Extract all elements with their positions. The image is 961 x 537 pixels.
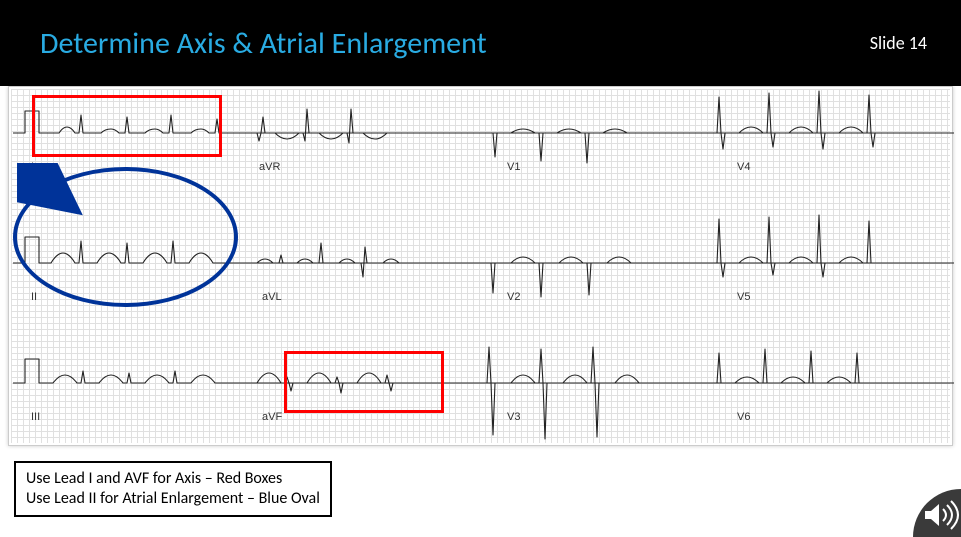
caption-line-1: Use Lead I and AVF for Axis – Red Boxes [26, 469, 320, 489]
slide-number: Slide 14 [870, 32, 927, 54]
caption-line-2: Use Lead II for Atrial Enlargement – Blu… [26, 489, 320, 509]
lead-label: V3 [507, 411, 520, 423]
ecg-panel: IaVRV1V4IIaVLV2V5IIIaVFV3V6 [8, 86, 953, 446]
lead-label: aVL [262, 291, 282, 303]
lead-label: V1 [507, 161, 520, 173]
red-box-avf [284, 351, 444, 413]
lead-label: III [31, 411, 40, 423]
lead-label: V4 [737, 161, 750, 173]
lead-label: aVR [259, 161, 280, 173]
caption-box: Use Lead I and AVF for Axis – Red Boxes … [14, 461, 332, 517]
red-box-lead-i [32, 95, 222, 157]
sound-icon[interactable] [913, 489, 961, 537]
slide: Determine Axis & Atrial Enlargement Slid… [0, 0, 961, 537]
lead-label: V6 [737, 411, 750, 423]
slide-title: Determine Axis & Atrial Enlargement [40, 25, 487, 62]
lead-label: aVF [262, 411, 282, 423]
arrow-icon [17, 163, 97, 223]
lead-label: V5 [737, 291, 750, 303]
slide-header: Determine Axis & Atrial Enlargement Slid… [0, 0, 961, 86]
lead-label: II [31, 291, 37, 303]
lead-label: V2 [507, 291, 520, 303]
